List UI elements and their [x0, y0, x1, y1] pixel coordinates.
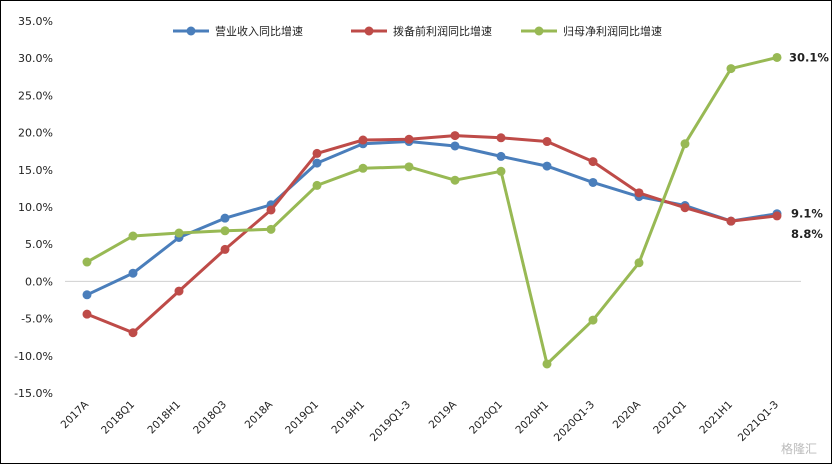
legend-label: 营业收入同比增速: [215, 24, 303, 38]
x-tick-label: 2019H1: [329, 399, 367, 437]
x-tick-label: 2020Q1: [467, 399, 505, 437]
y-tick-label: 30.0%: [18, 52, 53, 65]
data-point: [588, 157, 598, 167]
y-tick-label: 10.0%: [18, 201, 53, 214]
data-point: [82, 309, 92, 319]
data-point: [358, 135, 368, 145]
x-tick-label: 2019Q1: [283, 399, 321, 437]
data-point: [128, 268, 138, 278]
data-point: [450, 131, 460, 141]
data-point: [266, 224, 276, 234]
end-value-label: 9.1%: [791, 207, 823, 221]
data-point: [726, 216, 736, 226]
data-point: [312, 158, 322, 168]
y-tick-label: -15.0%: [14, 387, 53, 400]
data-point: [680, 139, 690, 149]
series-3: [82, 52, 782, 369]
data-point: [174, 228, 184, 238]
legend-label: 拨备前利润同比增速: [393, 24, 492, 38]
watermark-text: 格隆汇: [781, 441, 817, 456]
x-tick-label: 2021Q1: [651, 399, 689, 437]
legend: 营业收入同比增速 拨备前利润同比增速 归母净利润同比增速: [173, 24, 662, 38]
x-tick-label: 2020Q1-3: [552, 399, 597, 444]
legend-swatch-marker: [186, 26, 196, 36]
data-point: [542, 137, 552, 147]
legend-label: 归母净利润同比增速: [563, 24, 662, 38]
end-value-label: 8.8%: [791, 227, 823, 241]
data-point: [680, 203, 690, 213]
legend-item: 归母净利润同比增速: [521, 24, 662, 38]
data-point: [772, 211, 782, 221]
data-point: [450, 175, 460, 185]
data-point: [450, 141, 460, 151]
legend-swatch-marker: [364, 26, 374, 36]
data-point: [266, 205, 276, 215]
x-tick-label: 2021H1: [697, 399, 735, 437]
series-layer: [82, 52, 782, 369]
data-point: [312, 148, 322, 158]
legend-item: 营业收入同比增速: [173, 24, 303, 38]
data-point: [542, 359, 552, 369]
data-point: [496, 166, 506, 176]
x-tick-label: 2018H1: [145, 399, 183, 437]
series-line: [86, 56, 778, 366]
data-point: [588, 177, 598, 187]
data-point: [128, 231, 138, 241]
data-point: [404, 162, 414, 172]
x-tick-label: 2019A: [427, 398, 460, 431]
y-tick-label: 25.0%: [18, 89, 53, 102]
data-point: [496, 133, 506, 143]
data-point: [128, 328, 138, 338]
y-tick-label: 15.0%: [18, 164, 53, 177]
series-line: [86, 140, 778, 297]
y-tick-label: 20.0%: [18, 127, 53, 140]
data-point: [634, 188, 644, 198]
data-point: [542, 161, 552, 171]
data-point: [220, 244, 230, 254]
data-point: [220, 226, 230, 236]
x-tick-label: 2018A: [243, 398, 276, 431]
end-labels: 9.1% 8.8% 30.1%: [789, 50, 829, 240]
legend-item: 拨备前利润同比增速: [351, 24, 492, 38]
data-point: [82, 290, 92, 300]
x-tick-label: 2020A: [611, 398, 644, 431]
data-point: [634, 258, 644, 268]
x-tick-label: 2020H1: [513, 399, 551, 437]
x-tick-label: 2018Q3: [191, 399, 229, 437]
x-tick-label: 2017A: [59, 398, 92, 431]
data-point: [82, 257, 92, 267]
y-tick-label: 5.0%: [25, 238, 53, 251]
x-tick-label: 2018Q1: [99, 399, 137, 437]
data-point: [174, 286, 184, 296]
data-point: [404, 134, 414, 144]
data-point: [358, 163, 368, 173]
legend-swatch-marker: [534, 26, 544, 36]
y-axis: 35.0% 30.0% 25.0% 20.0% 15.0% 10.0% 5.0% 0.0% -5…: [14, 15, 53, 400]
x-tick-label: 2021Q1-3: [736, 399, 781, 444]
y-tick-label: -10.0%: [14, 350, 53, 363]
x-axis: 2017A 2018Q1 2018H1 2018Q3 2018A 2019Q1 2019H1…: [59, 280, 801, 444]
data-point: [312, 180, 322, 190]
y-tick-label: 0.0%: [25, 275, 53, 288]
data-point: [726, 64, 736, 74]
data-point: [496, 151, 506, 161]
data-point: [588, 315, 598, 325]
x-tick-label: 2019Q1-3: [368, 399, 413, 444]
data-point: [220, 213, 230, 223]
y-tick-label: -5.0%: [21, 313, 53, 326]
data-point: [772, 52, 782, 62]
y-tick-label: 35.0%: [18, 15, 53, 28]
end-value-label: 30.1%: [789, 50, 829, 64]
